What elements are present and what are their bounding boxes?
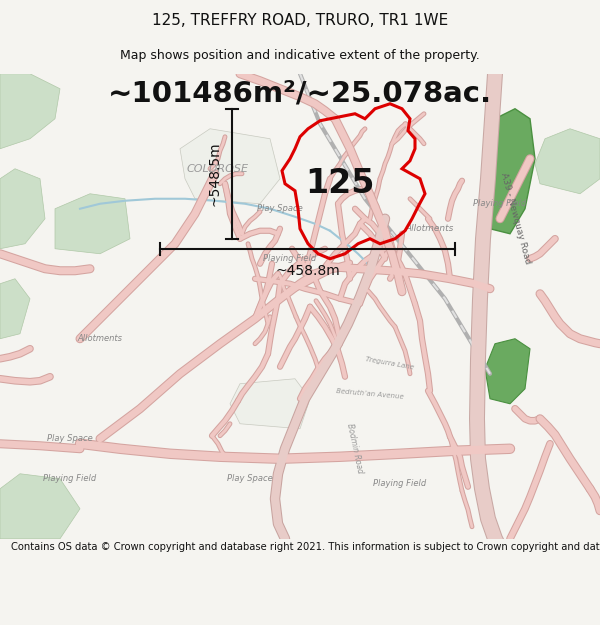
Polygon shape bbox=[0, 169, 45, 249]
Text: ~458.8m: ~458.8m bbox=[275, 264, 340, 278]
Text: Play Space: Play Space bbox=[47, 434, 93, 443]
Polygon shape bbox=[230, 379, 310, 429]
Polygon shape bbox=[0, 279, 30, 339]
Text: 125: 125 bbox=[305, 168, 375, 200]
Text: Playing Field: Playing Field bbox=[43, 474, 97, 483]
Text: Bedruth’an Avenue: Bedruth’an Avenue bbox=[336, 388, 404, 400]
Text: Playing Field: Playing Field bbox=[373, 479, 427, 488]
Text: Allotments: Allotments bbox=[406, 224, 454, 233]
Text: Map shows position and indicative extent of the property.: Map shows position and indicative extent… bbox=[120, 49, 480, 62]
Text: Playing Field: Playing Field bbox=[263, 254, 317, 263]
Text: A39 - Newquay Road: A39 - Newquay Road bbox=[499, 172, 533, 266]
Polygon shape bbox=[485, 339, 530, 404]
Text: Play Space: Play Space bbox=[257, 204, 303, 213]
Text: COLDROSE: COLDROSE bbox=[187, 164, 249, 174]
Text: Play Space: Play Space bbox=[227, 474, 273, 483]
Text: 125, TREFFRY ROAD, TRURO, TR1 1WE: 125, TREFFRY ROAD, TRURO, TR1 1WE bbox=[152, 13, 448, 28]
Text: Playing Field: Playing Field bbox=[473, 199, 527, 208]
Text: Contains OS data © Crown copyright and database right 2021. This information is : Contains OS data © Crown copyright and d… bbox=[11, 542, 600, 552]
Polygon shape bbox=[535, 129, 600, 194]
Text: Allotments: Allotments bbox=[77, 334, 122, 343]
Text: ~548.5m: ~548.5m bbox=[208, 141, 222, 206]
Text: ~101486m²/~25.078ac.: ~101486m²/~25.078ac. bbox=[108, 80, 492, 107]
Text: Tregurra Lane: Tregurra Lane bbox=[365, 356, 415, 371]
Polygon shape bbox=[480, 109, 535, 234]
Polygon shape bbox=[180, 129, 280, 204]
Text: Bodmin Road: Bodmin Road bbox=[346, 423, 365, 474]
Polygon shape bbox=[55, 194, 130, 254]
Polygon shape bbox=[0, 74, 60, 149]
Polygon shape bbox=[0, 474, 80, 539]
